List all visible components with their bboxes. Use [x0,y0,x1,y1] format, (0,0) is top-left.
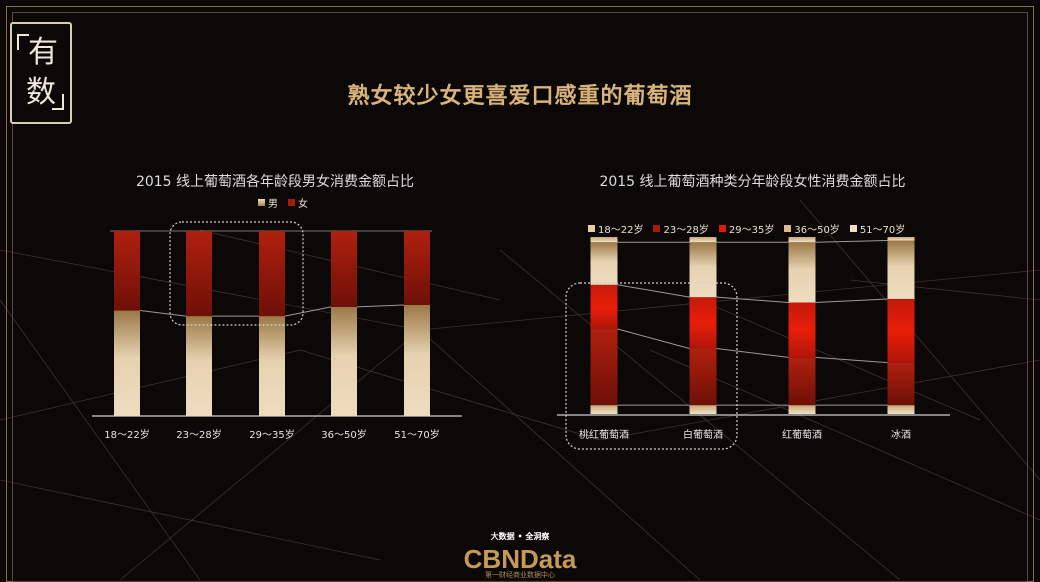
chart2-bar-1-seg-0 [689,405,717,414]
chart1-connector-0 [139,310,187,317]
chart2-bar-1-seg-3 [689,242,717,298]
chart2-bar-2-seg-3 [788,242,816,303]
chart2-bar-3-seg-1 [887,362,915,406]
chart2-legend-item-5: 51～70岁 [849,221,906,236]
chart2-connector-1-2 [815,356,888,364]
bg-line-14 [699,299,981,421]
chart2-bar-1-seg-2 [689,297,717,349]
chart1-highlight-box [169,221,304,326]
chart2-legend-label-1: 18～22岁 [598,225,644,236]
logo-char-2: 数 [26,75,56,110]
page-title: 熟女较少女更喜爱口感重的葡萄酒 [347,84,693,109]
chart2-bar-1-seg-1 [689,348,717,406]
chart2-bar-2-seg-1 [788,357,816,406]
chart1-bar-female-2 [259,231,285,317]
chart2-bar-2-seg-0 [788,405,816,414]
chart1-bar-male-2 [259,316,285,416]
chart1-connector-2 [284,306,332,317]
brand-subtitle: 第一财经商业数据中心 [485,571,555,579]
logo-bracket-left [17,34,29,50]
chart1-title: 2015 线上葡萄酒各年龄段男女消费金额占比 [135,174,415,190]
chart2-bar-0-seg-0 [590,405,618,414]
chart2-legend-swatch-1 [588,225,595,232]
chart2-bar-3-seg-2 [887,298,915,363]
chart2-title: 2015 线上葡萄酒种类分年龄段女性消费金额占比 [599,174,906,190]
chart1-bar-female-1 [186,231,212,317]
chart2-x-tick-3: 冰酒 [891,428,911,441]
chart1-legend-swatch-female [288,199,295,206]
chart2-legend: 18～22岁 23～28岁 29～35岁 36～50岁 51～70岁 [588,221,915,236]
chart1-legend-label-female: 女 [298,199,308,210]
chart2-bar-0-seg-2 [590,284,618,330]
chart2-connector-3-2 [815,240,888,243]
chart1-x-tick-1: 23～28岁 [176,428,221,441]
chart2-legend-item-1: 18～22岁 [588,221,643,236]
chart1-legend: 男 女 [258,195,318,210]
chart1-legend-label-male: 男 [268,199,278,210]
chart1-bar-male-0 [114,310,140,416]
chart1-connector-3 [356,304,405,308]
bg-line-7 [799,199,1040,481]
logo: 有 数 [10,22,72,124]
chart1-x-tick-0: 18～22岁 [104,428,149,441]
chart2-legend-swatch-3 [718,225,726,232]
chart2-legend-swatch-5 [849,225,857,232]
chart2-connector-2-0 [617,284,690,298]
chart2-bar-0-seg-4 [590,237,618,243]
chart1-bar-male-4 [404,305,430,416]
chart1-bar-female-4 [404,231,430,305]
chart2-bar-2-seg-4 [788,237,816,243]
bg-line-13 [0,479,381,561]
chart1-x-tick-2: 29～35岁 [249,428,294,441]
bg-line-4 [599,359,1040,441]
chart2-x-tick-2: 红葡萄酒 [782,428,822,441]
chart1-bar-female-0 [114,231,140,311]
bg-line-12 [849,279,1040,301]
bg-line-2 [0,349,301,421]
chart2-bar-0-seg-1 [590,329,618,406]
chart2-legend-label-4: 36～50岁 [794,225,840,236]
chart1-bar-male-3 [331,306,357,416]
chart2-legend-item-2: 23～28岁 [653,221,709,236]
chart2-x-tick-0: 桃红葡萄酒 [579,428,629,441]
chart2-bar-3-seg-4 [887,237,915,241]
chart2-connector-1-0 [617,328,690,349]
chart2-bar-2-seg-2 [788,302,816,358]
logo-char-1: 有 [28,35,58,70]
chart2-legend-item-3: 29～35岁 [718,221,775,236]
chart2-bar-3-seg-3 [887,240,915,299]
chart2-connector-2-1 [716,296,789,303]
chart2-legend-swatch-2 [653,225,661,232]
footer-tagline: 大数据 • 全洞察 [490,532,550,541]
chart2-legend-label-2: 23～28岁 [663,225,709,236]
brand-logo-text: CBNData [463,544,577,574]
chart1-bar-male-1 [186,316,212,416]
chart2-bar-0-seg-3 [590,242,618,285]
logo-bracket-right [52,94,64,110]
chart1-legend-item-female: 女 [288,195,308,210]
chart1-bar-female-3 [331,231,357,307]
chart2-connector-2-2 [815,298,888,303]
chart2-connector-1-1 [716,348,789,358]
chart2-x-tick-1: 白葡萄酒 [683,428,723,441]
bg-line-9 [0,299,201,580]
bg-line-1 [419,269,1040,331]
chart2-legend-item-4: 36～50岁 [784,221,840,236]
chart2-legend-swatch-4 [784,225,792,232]
chart2-bar-3-seg-0 [887,405,915,414]
chart2-highlight-box [565,282,738,450]
chart1-legend-swatch-male [258,199,265,206]
bg-line-6 [419,329,701,580]
chart2-bar-1-seg-4 [689,237,717,243]
chart1-x-tick-3: 36～50岁 [321,428,366,441]
chart2-legend-label-3: 29～35岁 [728,225,775,236]
chart1-legend-item-male: 男 [258,195,278,210]
chart2-legend-label-5: 51～70岁 [859,225,906,236]
chart1-x-tick-4: 51～70岁 [394,428,439,441]
